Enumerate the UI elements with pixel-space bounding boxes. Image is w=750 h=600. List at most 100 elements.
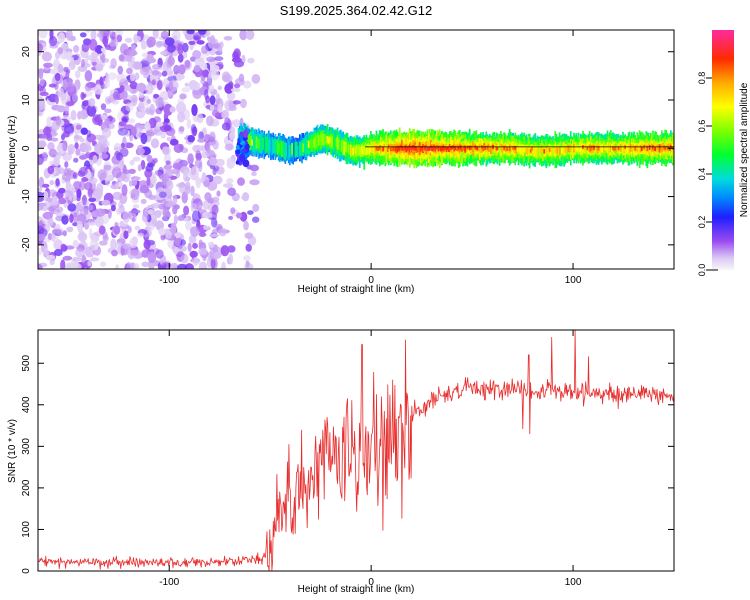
signal-cell — [275, 139, 278, 154]
signal-cell — [432, 146, 434, 152]
noise-blob — [163, 103, 173, 116]
noise-blob — [49, 30, 54, 40]
noise-blob — [117, 127, 128, 136]
signal-cell — [495, 147, 498, 151]
noise-blob — [229, 131, 236, 141]
noise-blob — [116, 34, 123, 43]
signal-cell — [585, 142, 588, 154]
noise-blob — [47, 142, 55, 151]
signal-cell — [498, 144, 501, 155]
noise-blob — [49, 258, 55, 266]
noise-blob — [169, 106, 176, 113]
noise-blob — [156, 80, 163, 91]
signal-cell — [608, 145, 611, 151]
signal-cell — [592, 144, 594, 153]
signal-cell — [338, 137, 341, 154]
noise-blob — [70, 110, 77, 121]
onset-blob — [235, 149, 241, 155]
signal-cell — [586, 146, 589, 151]
noise-blob — [95, 208, 106, 217]
signal-cell — [478, 143, 481, 152]
noise-blob — [145, 164, 154, 172]
noise-blob — [182, 42, 189, 53]
noise-blob — [123, 230, 129, 239]
noise-blob — [88, 228, 93, 239]
signal-cell — [511, 144, 513, 152]
snr-frame — [37, 329, 675, 572]
signal-cell — [504, 144, 507, 152]
noise-blob — [224, 143, 234, 151]
signal-cell — [565, 144, 568, 154]
signal-cell — [441, 146, 443, 151]
signal-cell — [347, 144, 350, 154]
signal-cell — [455, 144, 458, 151]
signal-cell — [521, 144, 523, 155]
noise-blob — [239, 30, 248, 41]
noise-blob — [167, 56, 175, 66]
signal-cell — [581, 143, 583, 152]
noise-blob — [164, 187, 172, 200]
noise-blob — [141, 212, 149, 223]
spectrogram-frame — [37, 29, 675, 270]
noise-blob — [133, 35, 142, 42]
noise-blob — [72, 171, 78, 180]
noise-blob — [66, 83, 74, 93]
noise-blob — [178, 64, 186, 75]
noise-blob — [152, 30, 159, 39]
signal-cell — [271, 136, 273, 156]
y-tick-label: 20 — [21, 46, 32, 58]
signal-cell — [576, 145, 579, 152]
noise-blob — [134, 72, 140, 80]
noise-blob — [169, 138, 179, 146]
signal-cell — [336, 136, 339, 150]
noise-blob — [63, 194, 73, 201]
signal-cell — [381, 145, 383, 153]
noise-blob — [58, 167, 65, 175]
noise-blob — [198, 204, 203, 214]
noise-blob — [65, 70, 70, 79]
noise-blob — [202, 211, 213, 219]
signal-cell — [599, 145, 602, 151]
noise-blob — [80, 58, 85, 68]
noise-blob — [140, 132, 148, 145]
noise-blob — [60, 259, 66, 269]
noise-blob — [67, 66, 74, 71]
noise-blob — [130, 188, 140, 201]
noise-blob — [78, 166, 88, 176]
noise-blob — [101, 53, 106, 63]
signal-cell — [568, 144, 571, 155]
signal-cell — [428, 146, 431, 151]
onset-blob — [244, 143, 250, 151]
noise-blob — [41, 51, 53, 62]
noise-blob — [53, 156, 60, 167]
noise-blob — [230, 87, 241, 93]
y-tick-label: 500 — [21, 354, 32, 371]
noise-blob — [140, 40, 147, 50]
noise-blob — [38, 30, 48, 39]
noise-blob — [82, 93, 87, 99]
signal-cell — [552, 144, 554, 156]
noise-blob — [212, 175, 223, 185]
signal-cell — [458, 144, 461, 153]
signal-cell — [448, 146, 451, 151]
noise-blob — [79, 109, 89, 120]
noise-blob — [92, 154, 98, 164]
noise-blob — [55, 115, 62, 126]
signal-cell — [661, 146, 663, 153]
noise-blob — [177, 215, 185, 222]
signal-cell — [501, 144, 503, 153]
signal-cell — [631, 144, 633, 152]
noise-blob — [73, 157, 79, 163]
spectrogram-x-axis-label: Height of straight line (km) — [298, 284, 415, 295]
signal-cell — [393, 144, 396, 153]
noise-blob — [144, 122, 151, 131]
noise-blob — [72, 239, 79, 249]
noise-blob — [173, 143, 184, 153]
noise-blob — [133, 263, 140, 269]
noise-blob — [66, 262, 72, 269]
noise-blob — [190, 123, 197, 134]
noise-blob — [118, 221, 129, 227]
noise-blob — [214, 56, 224, 61]
noise-blob — [178, 125, 185, 132]
